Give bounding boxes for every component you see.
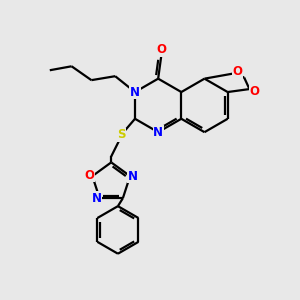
- Text: N: N: [153, 126, 163, 139]
- Text: O: O: [84, 169, 94, 182]
- Text: O: O: [156, 44, 166, 56]
- Text: N: N: [128, 169, 138, 183]
- Text: N: N: [130, 85, 140, 98]
- Text: O: O: [249, 85, 260, 98]
- Text: O: O: [232, 65, 242, 78]
- Text: S: S: [117, 128, 125, 141]
- Text: N: N: [92, 192, 102, 205]
